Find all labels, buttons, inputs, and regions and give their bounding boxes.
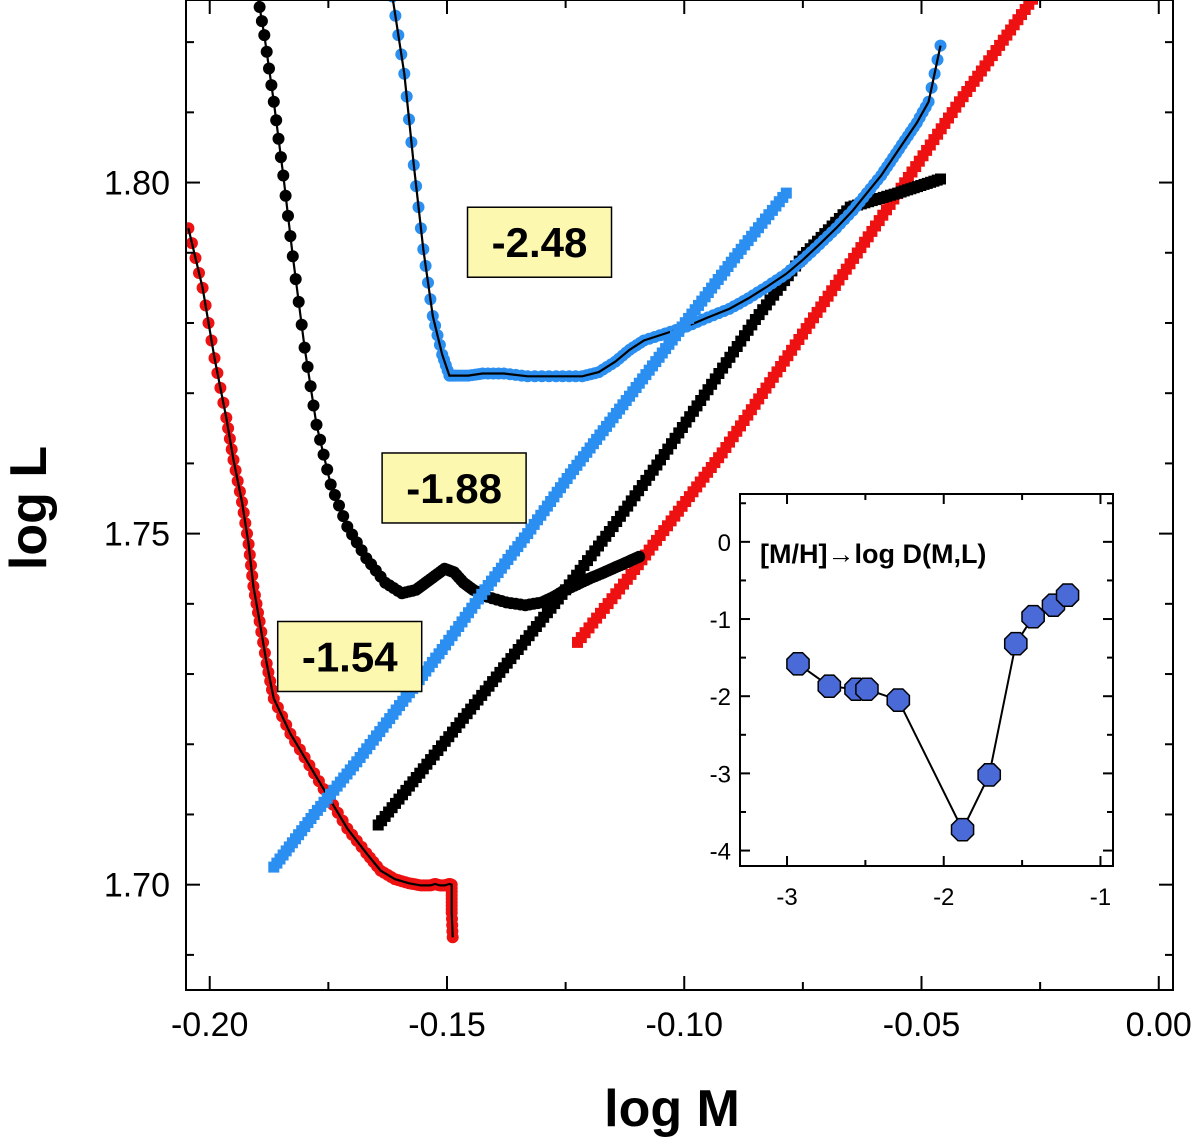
main-series-layer [186, 0, 1038, 944]
track-line [391, 0, 942, 378]
y-tick-label: 1.80 [104, 165, 170, 203]
inset-background [740, 494, 1113, 866]
x-tick-label: -0.10 [645, 1006, 723, 1044]
inset-chart: -3 -2 -1 0 -1 -2 -3 -4 [M/H]→log D(M,L) [710, 493, 1114, 911]
inset-x-tick-label: -2 [933, 884, 954, 911]
x-axis-title: log M [604, 1080, 740, 1138]
inset-x-tick-label: -3 [776, 884, 797, 911]
metallicity-label: -1.88 [381, 452, 527, 524]
rise-marker [1023, 0, 1035, 10]
main-ticks: -0.20 -0.15 -0.10 -0.05 0.00 1.70 1.75 1.80 [104, 0, 1192, 1044]
metallicity-label-text: -1.88 [406, 465, 502, 512]
series-1 [572, 0, 1038, 648]
inset-marker [817, 674, 842, 699]
x-tick-label: 0.00 [1126, 1006, 1192, 1044]
inset-ticks: -3 -2 -1 0 -1 -2 -3 -4 [710, 494, 1113, 911]
y-tick-label: 1.70 [104, 867, 170, 905]
inset-title: [M/H]→log D(M,L) [760, 539, 986, 569]
inset-marker [977, 763, 1002, 787]
inset-marker [950, 817, 975, 842]
metallicity-label: -2.48 [466, 206, 613, 278]
inset-marker [1055, 583, 1080, 607]
metallicity-label-box [381, 452, 527, 524]
inset-marker [855, 677, 879, 702]
x-tick-label: -0.15 [408, 1006, 486, 1044]
inset-plot-frame [739, 493, 1114, 867]
metallicity-label-text: -1.54 [302, 633, 398, 680]
x-tick-label: -0.20 [171, 1006, 249, 1044]
track-line [257, 0, 640, 607]
metallicity-label-box [466, 206, 613, 278]
inset-marker [1003, 631, 1028, 656]
metallicity-label: -1.54 [276, 620, 423, 693]
main-annotations: -2.48 -1.88 -1.54 [276, 206, 613, 693]
metallicity-label-text: -2.48 [492, 219, 588, 266]
inset-y-tick-label: -3 [710, 761, 731, 788]
inset-marker [1021, 604, 1045, 629]
inset-y-tick-label: -1 [710, 607, 731, 634]
inset-marker [886, 688, 911, 712]
y-tick-label: 1.75 [104, 516, 170, 554]
inset-series-layer [786, 583, 1080, 842]
inset-y-tick-label: -2 [710, 684, 731, 711]
rise-marker [1027, 0, 1038, 5]
track-line [187, 227, 454, 938]
inset-x-tick-label: -1 [1090, 884, 1111, 911]
rise-marker [780, 187, 792, 199]
series-4 [387, 0, 947, 383]
x-tick-label: -0.05 [883, 1006, 961, 1044]
rise-marker [935, 173, 946, 185]
metallicity-label-box [276, 620, 423, 693]
main-plot-frame [185, 0, 1174, 991]
inset-y-tick-label: 0 [718, 530, 731, 557]
inset-y-tick-label: -4 [710, 839, 731, 866]
inset-marker [786, 651, 810, 676]
y-axis-title: log L [0, 446, 58, 570]
series-0 [186, 222, 459, 944]
